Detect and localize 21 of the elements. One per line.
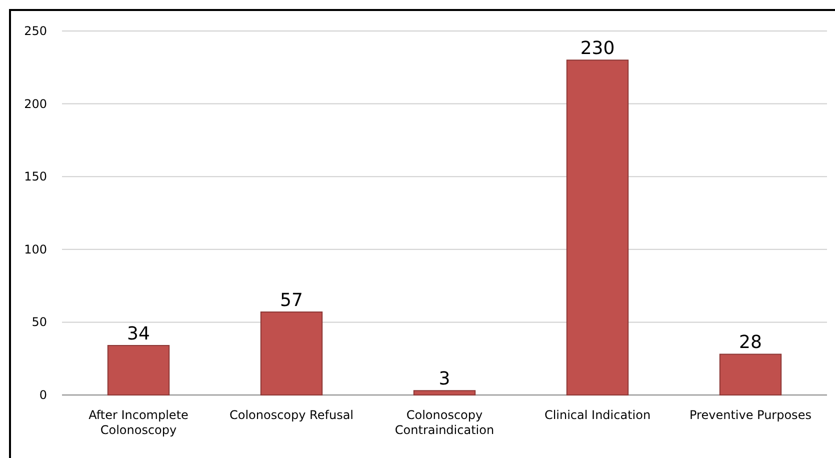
- x-tick-label: Colonoscopy Contraindication: [394, 408, 494, 437]
- bar: [719, 354, 782, 396]
- x-tick-label: After Incomplete Colonoscopy: [88, 408, 188, 437]
- y-tick-label: 200: [24, 96, 47, 111]
- bar: [107, 344, 170, 396]
- y-tick-label: 0: [39, 388, 47, 402]
- x-tick-label: Colonoscopy Refusal: [229, 408, 354, 422]
- data-label: 28: [739, 332, 762, 354]
- y-tick-label: 100: [24, 242, 47, 256]
- x-tick-label: Clinical Indication: [544, 408, 651, 422]
- data-label: 34: [127, 323, 150, 344]
- y-tick-label: 150: [24, 170, 47, 184]
- bar: [260, 312, 323, 396]
- bar: [413, 390, 476, 396]
- bar: [566, 60, 629, 396]
- y-tick-label: 50: [32, 315, 47, 330]
- x-tick-label: Preventive Purposes: [690, 408, 812, 422]
- y-tick-label: 250: [24, 24, 47, 38]
- data-label: 57: [280, 290, 303, 312]
- data-label: 3: [438, 368, 450, 390]
- data-label: 230: [580, 38, 615, 60]
